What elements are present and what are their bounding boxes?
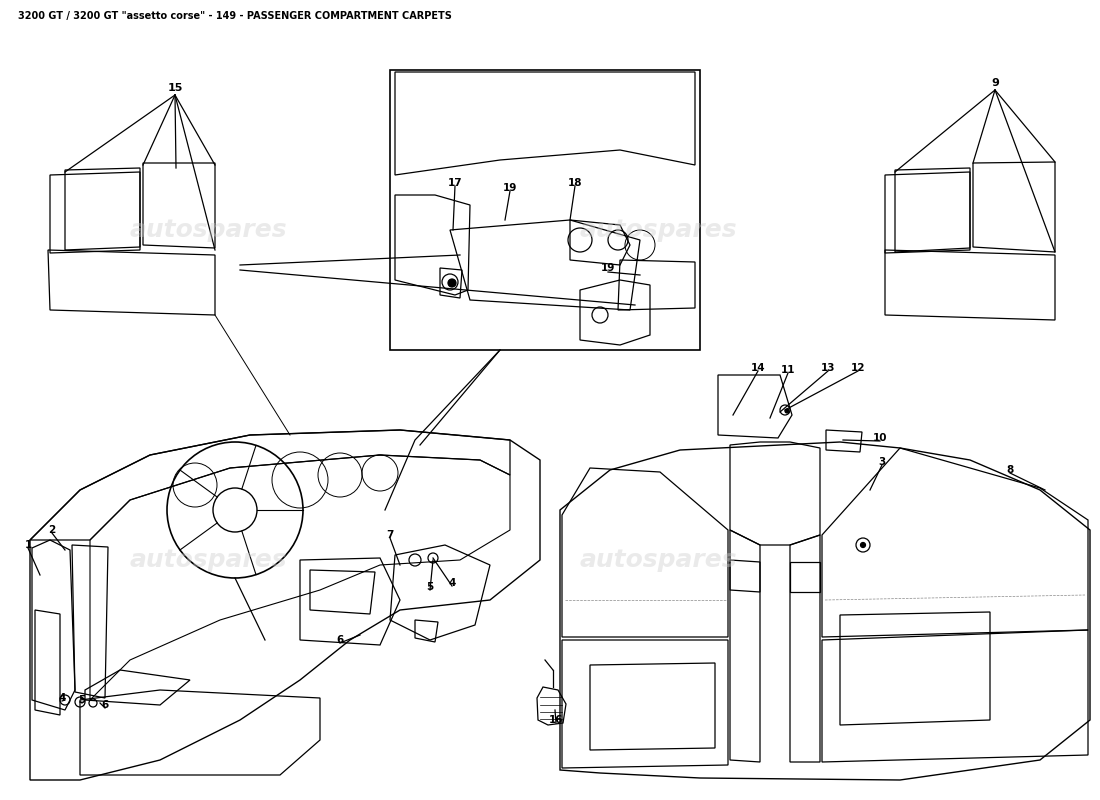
- Text: 7: 7: [386, 530, 394, 540]
- Text: autospares: autospares: [580, 548, 738, 572]
- Circle shape: [860, 542, 866, 547]
- Text: 6: 6: [101, 700, 109, 710]
- Text: 16: 16: [549, 715, 563, 725]
- Circle shape: [785, 409, 789, 413]
- Text: 3: 3: [879, 457, 886, 467]
- Text: 14: 14: [750, 363, 766, 373]
- Circle shape: [448, 279, 456, 287]
- Text: 1: 1: [24, 540, 32, 550]
- Text: 3200 GT / 3200 GT "assetto corse" - 149 - PASSENGER COMPARTMENT CARPETS: 3200 GT / 3200 GT "assetto corse" - 149 …: [18, 11, 452, 21]
- Text: 13: 13: [821, 363, 835, 373]
- Text: 11: 11: [781, 365, 795, 375]
- Text: 12: 12: [850, 363, 866, 373]
- Text: autospares: autospares: [130, 218, 287, 242]
- Text: autospares: autospares: [130, 548, 287, 572]
- Text: 15: 15: [167, 83, 183, 93]
- Text: 5: 5: [427, 582, 433, 592]
- Text: autospares: autospares: [580, 218, 738, 242]
- Text: 2: 2: [48, 525, 56, 535]
- Text: 17: 17: [448, 178, 462, 188]
- Text: 9: 9: [991, 78, 999, 88]
- Text: 19: 19: [601, 263, 615, 273]
- Text: 10: 10: [872, 433, 888, 443]
- Text: 4: 4: [58, 693, 66, 703]
- Text: 5: 5: [78, 695, 86, 705]
- Text: 19: 19: [503, 183, 517, 193]
- Text: 6: 6: [337, 635, 343, 645]
- Text: 4: 4: [449, 578, 455, 588]
- Text: 18: 18: [568, 178, 582, 188]
- Text: 8: 8: [1006, 465, 1013, 475]
